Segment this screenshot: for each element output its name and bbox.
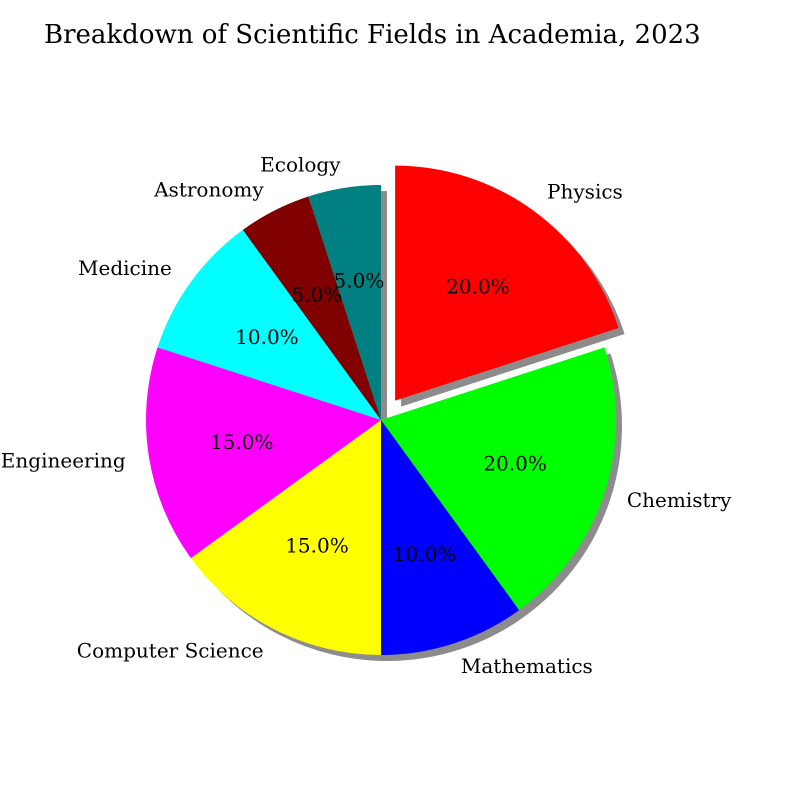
slice-label-medicine: Medicine	[78, 256, 172, 280]
slice-label-mathematics: Mathematics	[461, 654, 593, 678]
pct-label-computer-science: 15.0%	[285, 534, 349, 558]
pct-label-physics: 20.0%	[446, 275, 510, 299]
slice-ecology	[308, 185, 381, 420]
slice-label-engineering: Engineering	[1, 448, 126, 472]
slice-computer-science	[190, 420, 381, 655]
pie-slice-layer	[146, 165, 619, 655]
pct-label-astronomy: 5.0%	[292, 282, 343, 306]
pct-label-engineering: 15.0%	[210, 430, 274, 454]
pct-label-mathematics: 10.0%	[393, 542, 457, 566]
slice-label-astronomy: Astronomy	[153, 178, 264, 202]
pct-label-chemistry: 20.0%	[483, 452, 547, 476]
slice-physics	[395, 165, 619, 401]
slice-medicine	[157, 229, 381, 420]
slice-mathematics	[381, 420, 520, 655]
slice-label-physics: Physics	[547, 179, 623, 203]
pct-label-ecology: 5.0%	[334, 269, 385, 293]
slice-label-ecology: Ecology	[260, 153, 341, 177]
slice-astronomy	[242, 196, 381, 420]
slice-label-chemistry: Chemistry	[627, 488, 732, 512]
slice-engineering	[146, 347, 381, 559]
slice-label-computer-science: Computer Science	[77, 638, 264, 662]
pct-label-medicine: 10.0%	[235, 325, 299, 349]
slice-chemistry	[381, 347, 616, 611]
chart-title: Breakdown of Scientific Fields in Academ…	[44, 20, 701, 50]
pie-label-layer: Physics 20.0% Chemistry 20.0% Mathematics 10.…	[1, 153, 732, 678]
